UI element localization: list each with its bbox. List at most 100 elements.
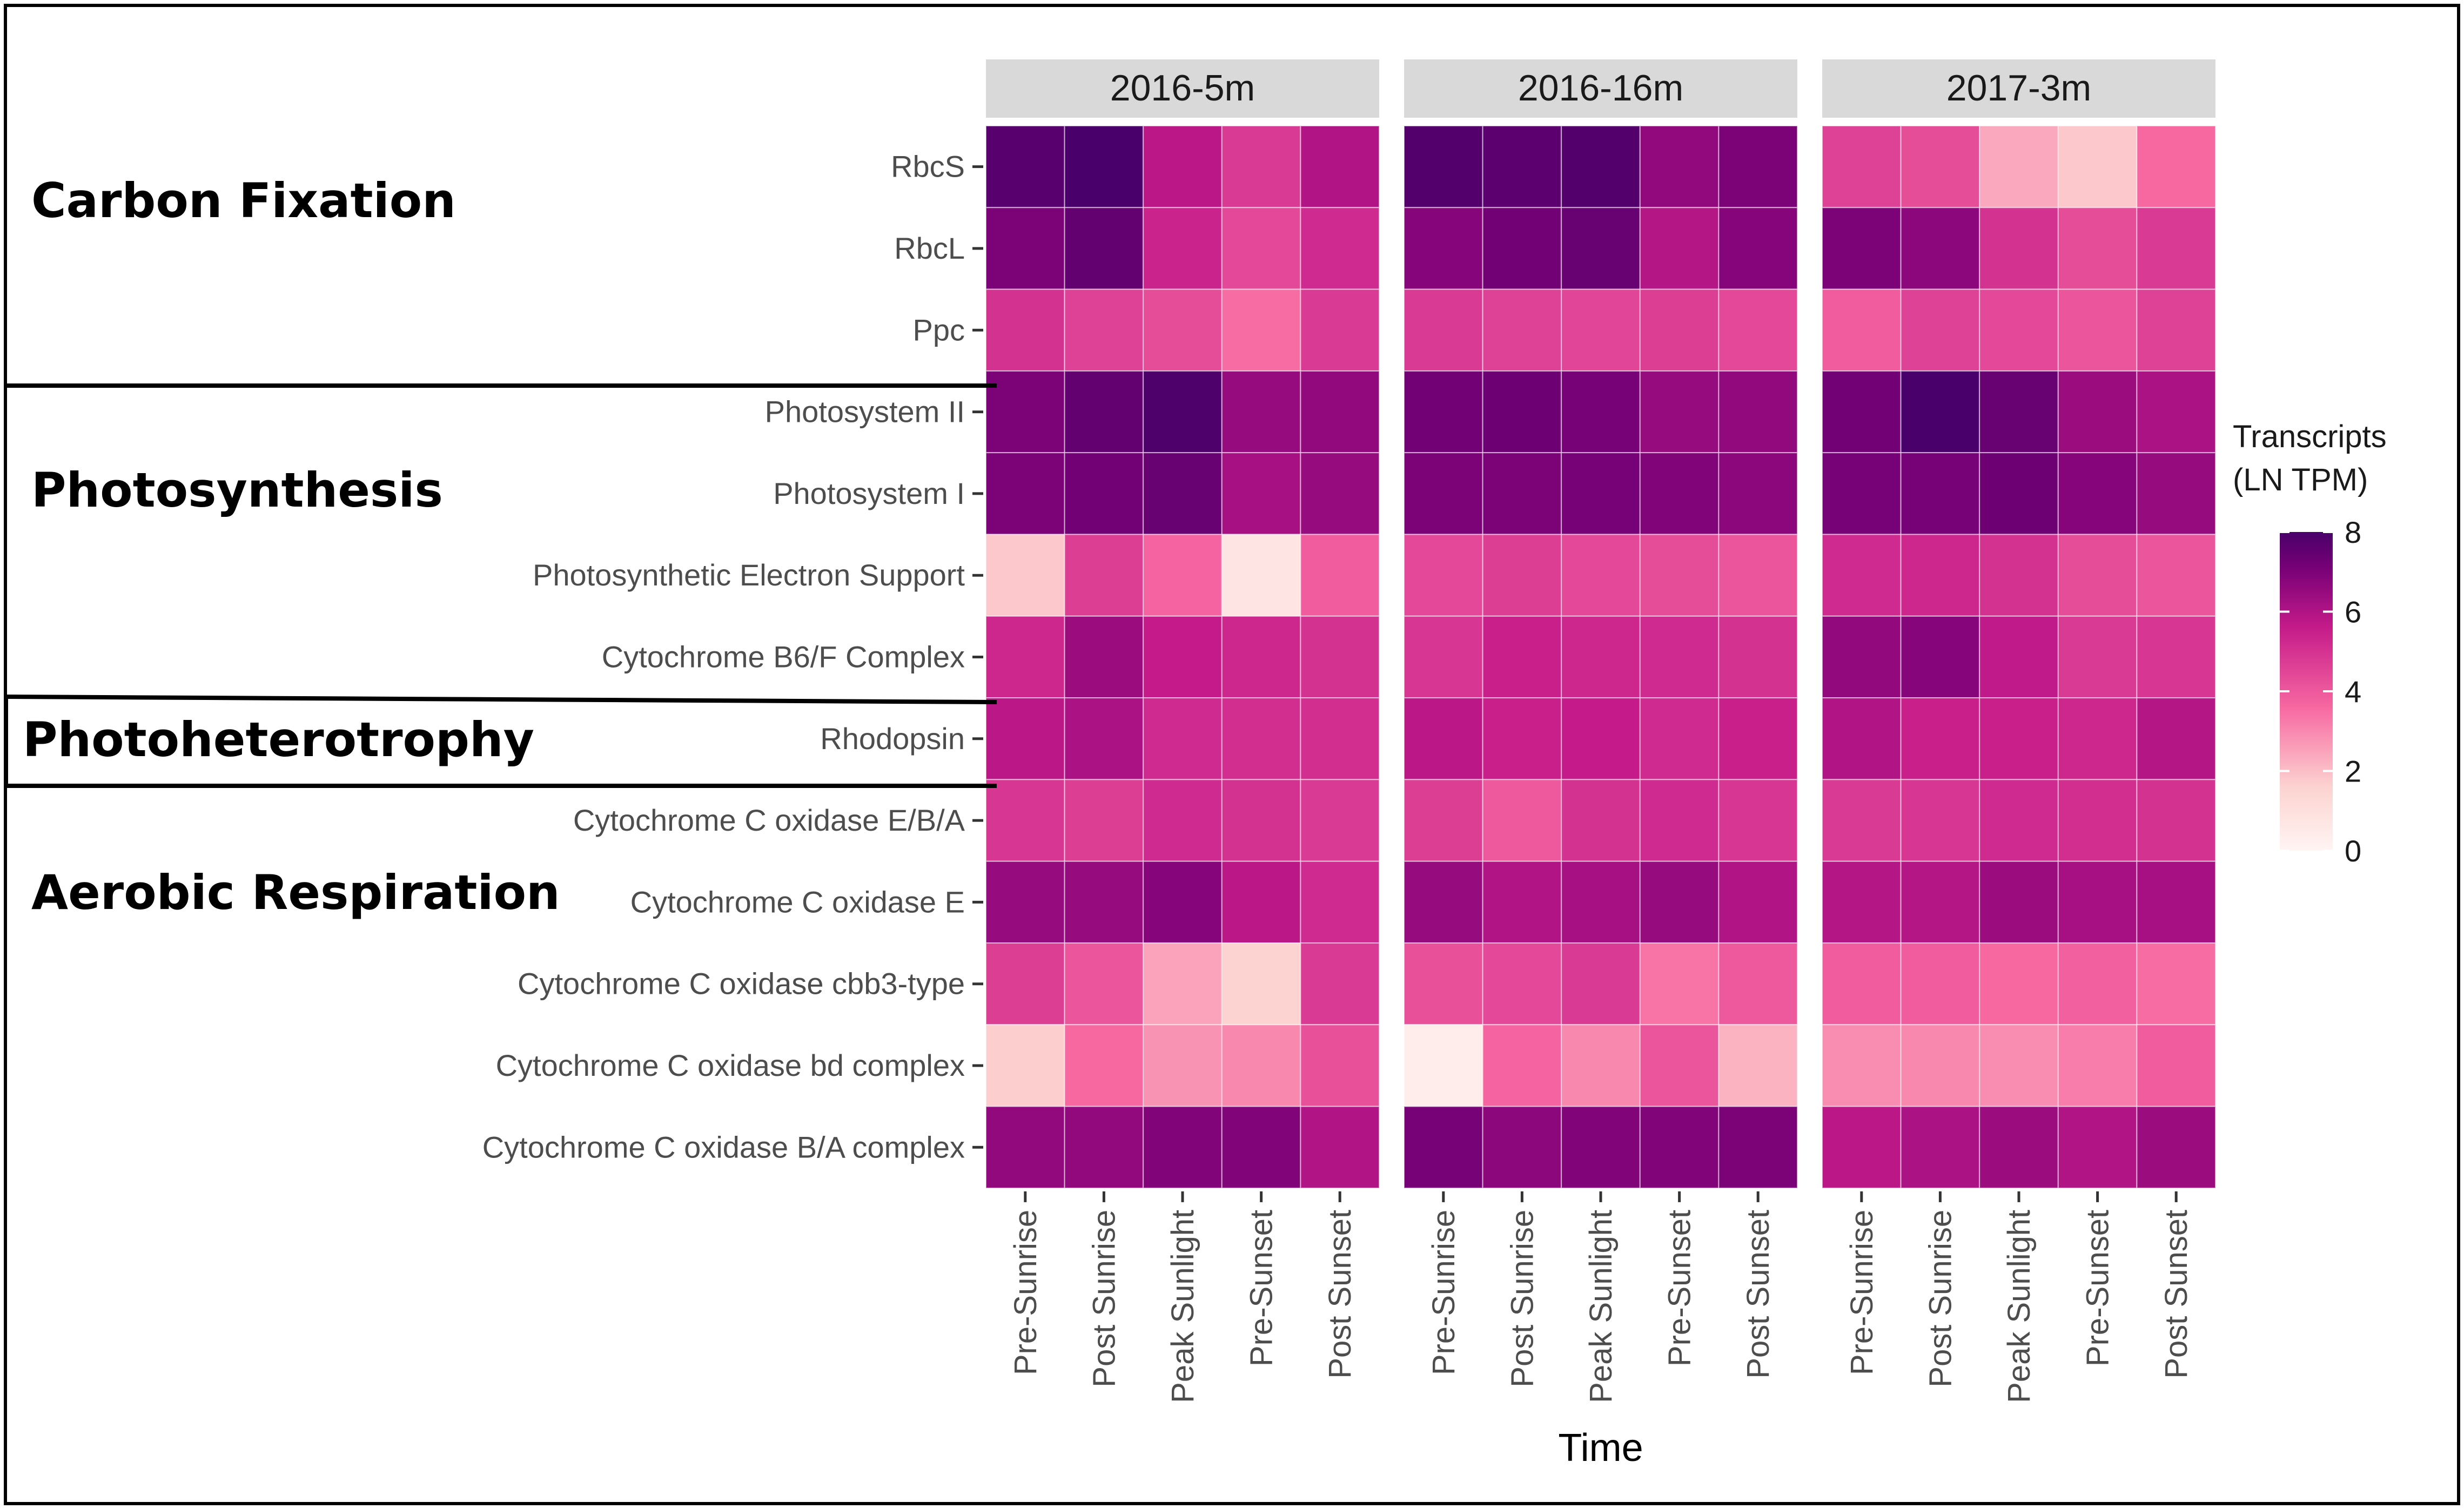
heatmap-cell: [1064, 288, 1144, 372]
heatmap-cell: [1718, 697, 1798, 780]
column-label: Pre-Sunrise: [1426, 1210, 1461, 1375]
heatmap-cell: [1482, 288, 1562, 372]
heatmap-cell: [1718, 615, 1798, 699]
heatmap-cell: [1404, 697, 1483, 780]
panel-strip-3: [1822, 59, 2215, 118]
heatmap-cell: [1300, 125, 1380, 208]
heatmap-cell: [1143, 288, 1223, 372]
heatmap-cell: [1221, 452, 1301, 535]
heatmap-cell: [1718, 1106, 1798, 1189]
heatmap-cell: [1143, 860, 1223, 944]
heatmap-cell: [1143, 779, 1223, 862]
heatmap-cell: [1561, 615, 1641, 699]
heatmap-cell: [2136, 452, 2216, 535]
heatmap-cell: [1143, 1024, 1223, 1107]
heatmap-cell: [1064, 615, 1144, 699]
heatmap-cell: [2057, 125, 2138, 208]
group-annotations: Carbon Fixation Photosynthesis Photohete…: [5, 173, 997, 920]
heatmap-cell: [1822, 697, 1902, 780]
heatmap-cell: [1561, 370, 1641, 454]
heatmap-cell: [985, 288, 1065, 372]
panel-strip-2: [1404, 59, 1797, 118]
heatmap-cell: [985, 1024, 1065, 1107]
panel-title: 2016-5m: [1110, 68, 1255, 109]
heatmap-cell: [1482, 615, 1562, 699]
panel-strips: 2016-5m 2016-16m 2017-3m: [986, 59, 2215, 118]
column-label: Pre-Sunset: [1244, 1210, 1279, 1366]
heatmap-cell: [1900, 1024, 1980, 1107]
heatmap-cell: [1718, 288, 1798, 372]
group-label-photoheterotrophy: Photoheterotrophy: [23, 712, 534, 767]
heatmap-cell: [1143, 1106, 1223, 1189]
heatmap-cell: [1822, 125, 1902, 208]
heatmap-cell: [1064, 779, 1144, 862]
heatmap-cell: [2057, 942, 2138, 1026]
heatmap-cell: [1900, 288, 1980, 372]
heatmap-cell: [985, 207, 1065, 290]
row-label: Photosystem II: [765, 395, 965, 429]
heatmap-cell: [1979, 1024, 2059, 1107]
heatmap-cell: [1300, 1024, 1380, 1107]
heatmap-cell: [1561, 779, 1641, 862]
heatmap-cell: [2057, 452, 2138, 535]
heatmap-cell: [1064, 697, 1144, 780]
heatmap-cell: [985, 1106, 1065, 1189]
panel-title: 2016-16m: [1518, 68, 1683, 109]
heatmap-cell: [1718, 370, 1798, 454]
heatmap-cell: [1221, 1024, 1301, 1107]
heatmap-cell: [2057, 1106, 2138, 1189]
row-label: Cytochrome B6/F Complex: [602, 640, 965, 674]
heatmap-cell: [1822, 1106, 1902, 1189]
legend-tick-label: 6: [2345, 595, 2361, 629]
heatmap-cell: [1979, 697, 2059, 780]
heatmap-cell: [1143, 207, 1223, 290]
heatmap-cell: [1221, 860, 1301, 944]
heatmap-cell: [1404, 125, 1483, 208]
heatmap-cell: [1300, 697, 1380, 780]
heatmap-cell: [1900, 452, 1980, 535]
heatmap-cell: [1143, 370, 1223, 454]
column-label: Post Sunrise: [1505, 1210, 1540, 1387]
heatmap-cell: [1221, 125, 1301, 208]
heatmap-cell: [1300, 615, 1380, 699]
heatmap-cell: [1822, 288, 1902, 372]
row-label: Cytochrome C oxidase E/B/A: [573, 803, 965, 837]
legend-tick-label: 4: [2345, 675, 2361, 709]
heatmap-cell: [1979, 370, 2059, 454]
heatmap-cell: [1900, 615, 1980, 699]
heatmap-cell: [1718, 452, 1798, 535]
heatmap-cell: [1300, 942, 1380, 1026]
heatmap-cell: [1822, 370, 1902, 454]
heatmap-cell: [2136, 779, 2216, 862]
heatmap-cell: [1404, 1024, 1483, 1107]
heatmap-cell: [1404, 1106, 1483, 1189]
heatmap-cell: [1221, 1106, 1301, 1189]
legend-title-line1: Transcripts: [2233, 419, 2387, 454]
heatmap-cell: [1482, 860, 1562, 944]
row-label: Cytochrome C oxidase cbb3-type: [518, 967, 965, 1001]
heatmap-cell: [2057, 288, 2138, 372]
heatmap-cell: [1718, 207, 1798, 290]
heatmap-cell: [1822, 615, 1902, 699]
heatmap-cell: [1718, 125, 1798, 208]
heatmap-cell: [1221, 288, 1301, 372]
heatmap-cell: [2136, 370, 2216, 454]
heatmap-cell: [1221, 779, 1301, 862]
heatmap-cell: [1221, 207, 1301, 290]
heatmap-cell: [1900, 860, 1980, 944]
column-label: Peak Sunlight: [2002, 1210, 2037, 1403]
heatmap-cell: [1900, 1106, 1980, 1189]
row-label: RbcS: [891, 150, 965, 184]
group-separator: [6, 695, 997, 704]
heatmap-cell: [1064, 942, 1144, 1026]
heatmap-cell: [1143, 615, 1223, 699]
heatmap-cell: [1482, 1024, 1562, 1107]
heatmap-cell: [1143, 452, 1223, 535]
heatmap-cell: [2136, 207, 2216, 290]
row-label: Rhodopsin: [820, 722, 965, 756]
heatmap-cell: [1300, 288, 1380, 372]
heatmap-cell: [1979, 207, 2059, 290]
heatmap-cell: [2136, 1024, 2216, 1107]
heatmap-cell: [1900, 779, 1980, 862]
heatmap-cell: [1064, 860, 1144, 944]
